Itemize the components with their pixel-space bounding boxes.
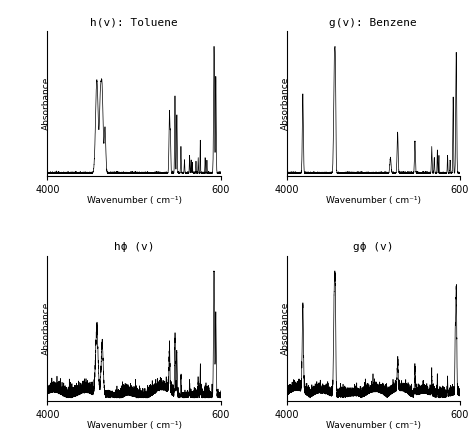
Y-axis label: Absorbance: Absorbance xyxy=(281,301,290,355)
Y-axis label: Absorbance: Absorbance xyxy=(281,77,290,130)
Title: hϕ (v): hϕ (v) xyxy=(114,242,154,252)
Y-axis label: Absorbance: Absorbance xyxy=(42,77,51,130)
X-axis label: Wavenumber ( cm⁻¹): Wavenumber ( cm⁻¹) xyxy=(326,196,420,206)
X-axis label: Wavenumber ( cm⁻¹): Wavenumber ( cm⁻¹) xyxy=(87,196,182,206)
Y-axis label: Absorbance: Absorbance xyxy=(42,301,51,355)
Title: h(v): Toluene: h(v): Toluene xyxy=(90,18,178,28)
X-axis label: Wavenumber ( cm⁻¹): Wavenumber ( cm⁻¹) xyxy=(326,421,420,430)
Title: g(v): Benzene: g(v): Benzene xyxy=(329,18,417,28)
Title: gϕ (v): gϕ (v) xyxy=(353,242,393,252)
X-axis label: Wavenumber ( cm⁻¹): Wavenumber ( cm⁻¹) xyxy=(87,421,182,430)
